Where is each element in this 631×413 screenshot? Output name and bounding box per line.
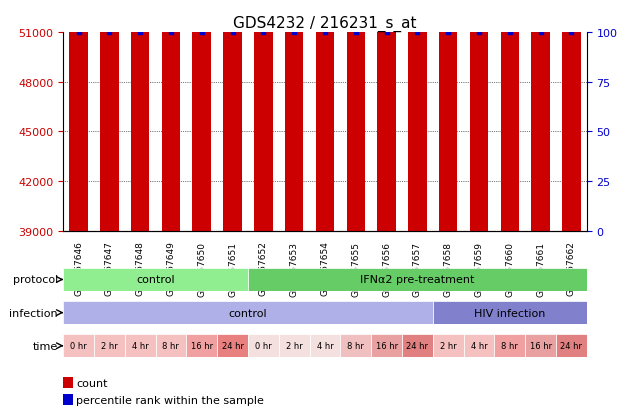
FancyBboxPatch shape (63, 335, 94, 357)
Bar (562, 0, 581, 231)
Point (412, 30, 422, 36)
Bar (377, 0, 396, 231)
FancyBboxPatch shape (402, 335, 433, 357)
Text: protocol: protocol (13, 275, 58, 285)
FancyBboxPatch shape (340, 335, 371, 357)
Point (258, 30, 268, 36)
Bar (408, 0, 427, 231)
Point (228, 30, 238, 36)
FancyBboxPatch shape (186, 335, 217, 357)
FancyBboxPatch shape (310, 335, 340, 357)
Text: 8 hr: 8 hr (163, 342, 179, 350)
Text: 16 hr: 16 hr (191, 342, 213, 350)
Bar (69, 0, 88, 231)
FancyBboxPatch shape (155, 335, 186, 357)
Point (289, 30, 299, 36)
Bar (100, 0, 119, 231)
Bar (254, 0, 273, 231)
Bar (346, 0, 365, 231)
Text: 8 hr: 8 hr (347, 342, 364, 350)
Bar (131, 0, 150, 231)
Point (197, 30, 207, 36)
Bar (531, 0, 550, 231)
Point (567, 30, 577, 36)
Point (166, 30, 176, 36)
Text: 0 hr: 0 hr (255, 342, 272, 350)
Point (320, 30, 330, 36)
FancyBboxPatch shape (464, 335, 495, 357)
FancyBboxPatch shape (433, 335, 464, 357)
Text: 24 hr: 24 hr (406, 342, 428, 350)
Text: 16 hr: 16 hr (375, 342, 398, 350)
Text: 2 hr: 2 hr (101, 342, 118, 350)
Bar (63, 394, 73, 405)
Text: count: count (76, 378, 108, 388)
Text: 0 hr: 0 hr (70, 342, 87, 350)
Point (536, 30, 546, 36)
Point (505, 30, 515, 36)
Bar (63, 377, 73, 388)
Text: 2 hr: 2 hr (440, 342, 457, 350)
FancyBboxPatch shape (248, 335, 279, 357)
Bar (316, 0, 334, 231)
Text: 2 hr: 2 hr (286, 342, 302, 350)
FancyBboxPatch shape (525, 335, 556, 357)
Text: 4 hr: 4 hr (317, 342, 333, 350)
Text: infection: infection (9, 308, 58, 318)
Point (382, 30, 392, 36)
Text: 4 hr: 4 hr (132, 342, 148, 350)
Title: GDS4232 / 216231_s_at: GDS4232 / 216231_s_at (233, 16, 416, 32)
Bar (285, 0, 304, 231)
FancyBboxPatch shape (63, 301, 433, 324)
Bar (162, 0, 180, 231)
Text: IFNα2 pre-treatment: IFNα2 pre-treatment (360, 275, 475, 285)
FancyBboxPatch shape (63, 268, 248, 291)
Text: 24 hr: 24 hr (221, 342, 244, 350)
Point (73, 30, 83, 36)
FancyBboxPatch shape (248, 268, 587, 291)
Text: 24 hr: 24 hr (560, 342, 582, 350)
Point (104, 30, 114, 36)
FancyBboxPatch shape (556, 335, 587, 357)
FancyBboxPatch shape (371, 335, 402, 357)
Text: 4 hr: 4 hr (471, 342, 487, 350)
Text: 16 hr: 16 hr (529, 342, 551, 350)
FancyBboxPatch shape (94, 335, 125, 357)
Point (443, 30, 453, 36)
Point (474, 30, 484, 36)
Bar (469, 0, 488, 231)
FancyBboxPatch shape (279, 335, 310, 357)
FancyBboxPatch shape (433, 301, 587, 324)
Text: control: control (136, 275, 175, 285)
Text: time: time (33, 341, 58, 351)
Bar (439, 0, 457, 231)
Bar (500, 0, 519, 231)
Bar (192, 0, 211, 231)
Bar (223, 0, 242, 231)
Point (351, 30, 361, 36)
FancyBboxPatch shape (217, 335, 248, 357)
Text: 8 hr: 8 hr (502, 342, 518, 350)
Point (135, 30, 145, 36)
FancyBboxPatch shape (495, 335, 525, 357)
Text: control: control (228, 308, 268, 318)
FancyBboxPatch shape (125, 335, 155, 357)
Text: HIV infection: HIV infection (474, 308, 545, 318)
Text: percentile rank within the sample: percentile rank within the sample (76, 394, 264, 405)
